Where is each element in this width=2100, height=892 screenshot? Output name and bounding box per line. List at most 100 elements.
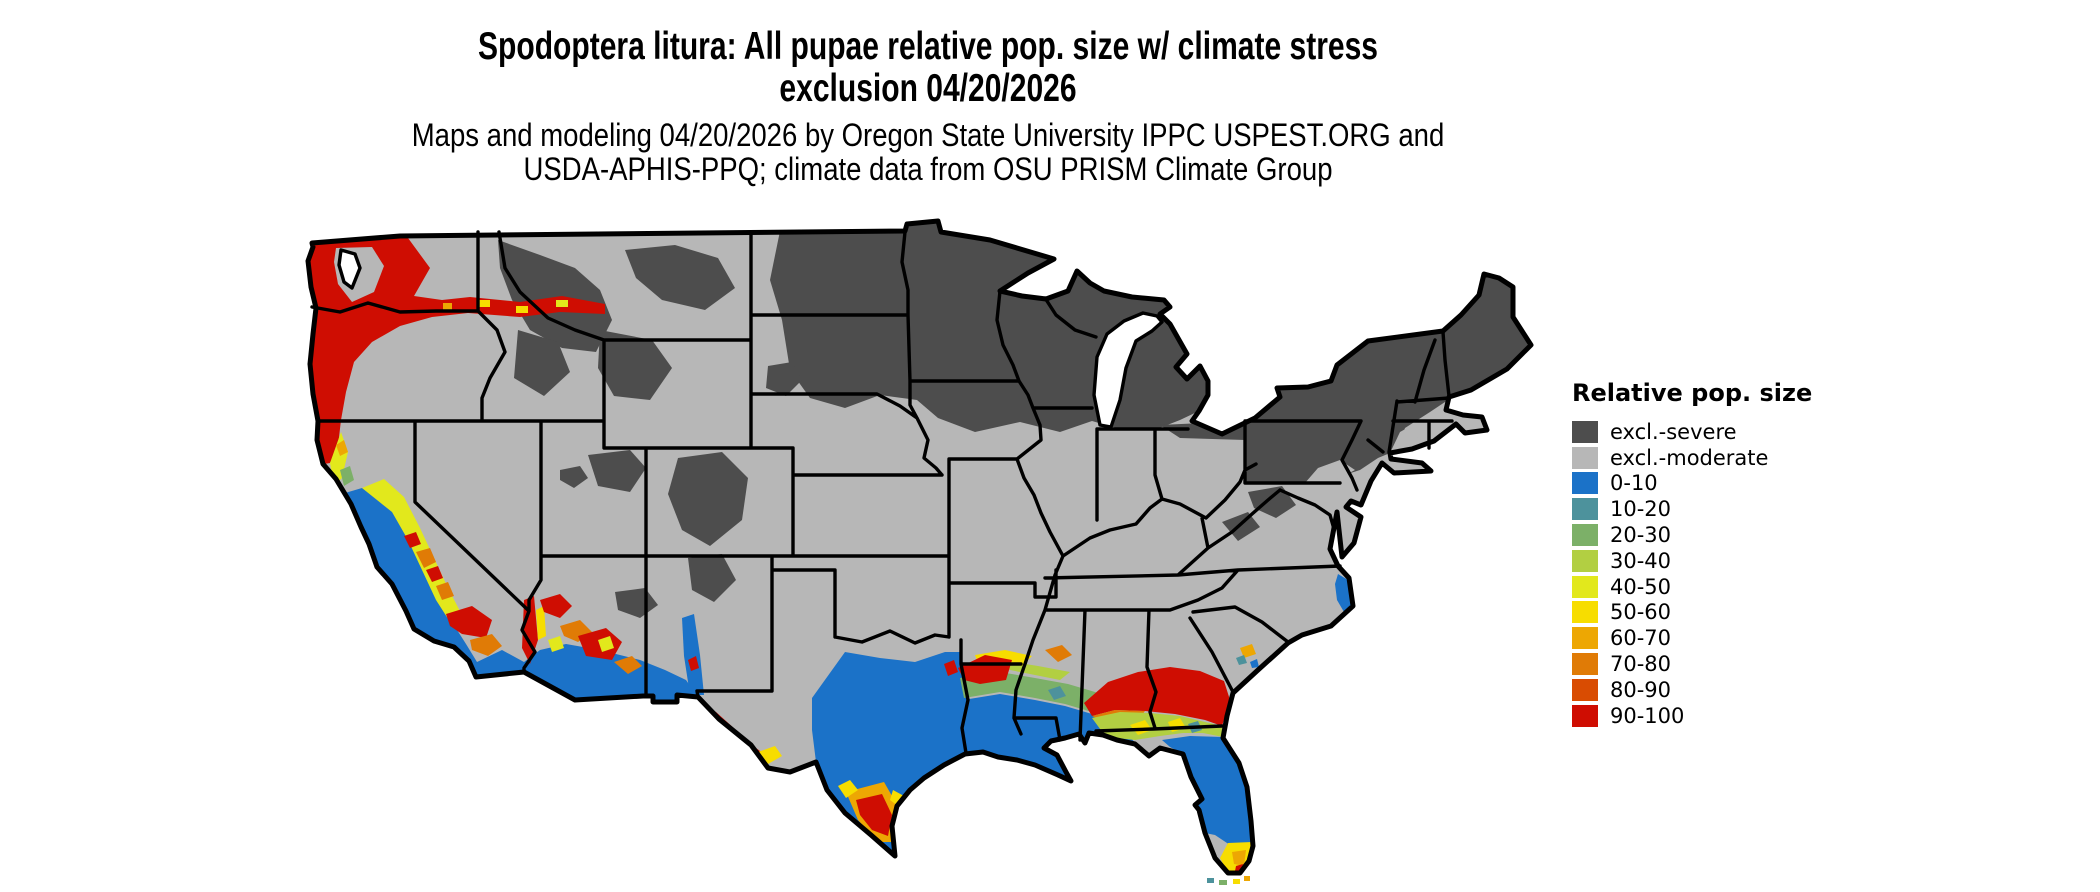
legend-label: 30-40 [1610, 548, 1672, 573]
severe-black-hills [766, 362, 802, 396]
legend-swatch-20-30 [1572, 524, 1598, 547]
legend-swatch-0-10 [1572, 472, 1598, 495]
legend-swatch-90-100 [1572, 704, 1598, 727]
speck [516, 306, 528, 313]
speck [944, 660, 958, 676]
legend-item: excl.-severe [1572, 419, 1872, 445]
map-title-line2: exclusion 04/20/2026 [779, 67, 1077, 110]
speck [838, 780, 858, 798]
legend-label: 70-80 [1610, 652, 1672, 677]
region-south-texas-0-10 [812, 652, 968, 856]
region-sierra-foothills [362, 479, 462, 625]
legend-swatch-excl-moderate [1572, 446, 1598, 469]
region-la-north-90-100 [958, 655, 1012, 684]
legend-label: excl.-severe [1610, 419, 1737, 444]
severe-montana-central [625, 245, 735, 310]
legend-item: 80-90 [1572, 677, 1872, 703]
severe-yellowstone [598, 330, 672, 400]
moderate-se-pennsylvania [1305, 460, 1355, 483]
legend-item: 40-50 [1572, 574, 1872, 600]
speck [416, 548, 436, 568]
region-fl-tip-60-70 [1232, 850, 1246, 866]
legend-item: 20-30 [1572, 522, 1872, 548]
speck [1250, 659, 1259, 668]
legend-item: 60-70 [1572, 625, 1872, 651]
region-panhandle-30-40 [1092, 712, 1223, 740]
legend-item: 10-20 [1572, 496, 1872, 522]
severe-nevada-patch [560, 466, 588, 488]
legend-swatch-70-80 [1572, 653, 1598, 676]
speck [1219, 880, 1227, 885]
region-la-20-30 [960, 672, 1115, 712]
legend-swatch-excl-severe [1572, 420, 1598, 443]
speck [548, 636, 564, 652]
severe-appalachia-1 [1248, 486, 1296, 518]
legend-item: 50-60 [1572, 600, 1872, 626]
region-socal-interior-90-100 [446, 606, 492, 638]
severe-appalachia-2 [1222, 512, 1260, 541]
speck [1207, 878, 1214, 883]
speck [1045, 645, 1072, 662]
map-title-line1: Spodoptera litura: All pupae relative po… [477, 25, 1379, 68]
puget-sound [337, 248, 362, 290]
speck [426, 566, 443, 582]
speck [1233, 879, 1240, 884]
severe-colorado-rockies [668, 452, 748, 546]
legend-swatch-60-70 [1572, 627, 1598, 650]
legend-swatch-30-40 [1572, 549, 1598, 572]
legend-label: 20-30 [1610, 523, 1672, 548]
speck [1236, 655, 1247, 665]
region-al-ga-90-100 [1084, 667, 1230, 726]
legend-item: 90-100 [1572, 703, 1872, 729]
lake-michigan [1092, 311, 1164, 429]
legend: Relative pop. size excl.-severe excl.-mo… [1572, 379, 1872, 729]
speck [470, 634, 502, 656]
region-florida-0-10 [1162, 736, 1253, 845]
water-bodies [337, 248, 1164, 429]
legend-label: 60-70 [1610, 626, 1672, 651]
speck [478, 300, 490, 307]
region-nm-rio-grande-0-10 [682, 614, 704, 695]
map-subtitle-line1: Maps and modeling 04/20/2026 by Oregon S… [411, 117, 1445, 153]
florida-keys [1207, 876, 1250, 885]
map-title: Spodoptera litura: All pupae relative po… [0, 26, 1856, 110]
legend-label: excl.-moderate [1610, 445, 1769, 470]
legend-swatch-50-60 [1572, 601, 1598, 624]
speck [443, 303, 452, 310]
map-subtitle: Maps and modeling 04/20/2026 by Oregon S… [0, 118, 1856, 186]
legend-item: excl.-moderate [1572, 445, 1872, 471]
speck [340, 466, 354, 486]
severe-montana-west [498, 240, 612, 352]
speck [404, 532, 421, 548]
speck [536, 606, 546, 640]
speck [336, 440, 348, 456]
legend-label: 10-20 [1610, 497, 1672, 522]
legend-item: 30-40 [1572, 548, 1872, 574]
region-charleston-60-70 [1240, 644, 1256, 658]
map-subtitle-line2: USDA-APHIS-PPQ; climate data from OSU PR… [523, 151, 1333, 187]
region-tucson-70-80 [614, 656, 642, 674]
legend-item: 0-10 [1572, 471, 1872, 497]
speck [688, 656, 699, 671]
legend-item: 70-80 [1572, 651, 1872, 677]
severe-new-mexico-north [688, 554, 736, 602]
legend-swatch-80-90 [1572, 678, 1598, 701]
legend-label: 40-50 [1610, 574, 1672, 599]
legend-label: 80-90 [1610, 677, 1672, 702]
legend-label: 50-60 [1610, 600, 1672, 625]
speck [436, 582, 454, 600]
moderate-coastal-new-england [1398, 400, 1452, 448]
severe-idaho-central [514, 330, 570, 396]
speck [598, 636, 614, 652]
speck [890, 790, 904, 806]
speck [758, 746, 782, 764]
speck [1244, 876, 1250, 881]
legend-title: Relative pop. size [1572, 379, 1813, 407]
region-la-50-60 [975, 650, 1032, 666]
state-borders [310, 230, 1454, 755]
legend-label: 90-100 [1610, 703, 1685, 728]
speck [540, 594, 572, 618]
region-rgv-90-100 [856, 794, 892, 836]
